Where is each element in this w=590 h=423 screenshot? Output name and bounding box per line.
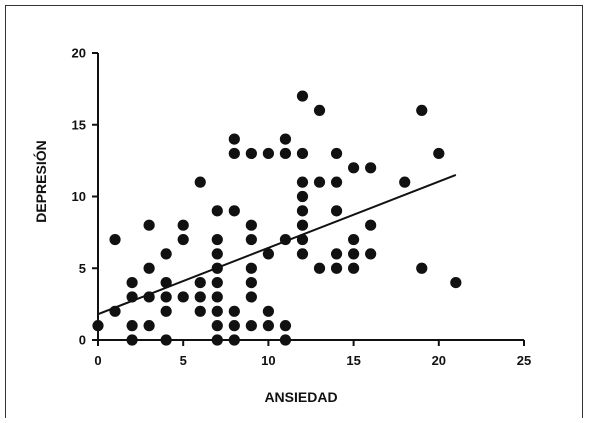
trend-line-group: [97, 174, 457, 316]
data-point: [177, 233, 189, 246]
data-point: [330, 205, 343, 217]
data-point: [296, 219, 309, 231]
data-point: [228, 305, 240, 317]
data-point: [160, 334, 172, 346]
data-point: [296, 248, 309, 260]
figure-frame: 0 5 10 15 20 25 0 5 10 15 20 ANSIEDAD DEPRESIÓN: [5, 5, 583, 418]
data-point: [296, 205, 309, 217]
axis-labels: 0 5 10 15 20 25 0 5 10 15 20 ANSIEDAD DEPRESIÓN: [32, 46, 531, 406]
data-point: [211, 320, 223, 332]
data-point: [296, 90, 309, 102]
data-point: [262, 147, 274, 160]
data-point: [433, 147, 445, 160]
x-tick-label: 25: [517, 353, 531, 368]
data-point: [450, 277, 462, 289]
data-point: [399, 176, 411, 188]
data-point: [211, 291, 223, 303]
data-point: [365, 248, 377, 260]
data-point: [279, 320, 292, 332]
data-point: [194, 291, 206, 303]
data-point: [330, 176, 343, 188]
trend-line: [97, 174, 457, 316]
data-point: [348, 233, 360, 246]
data-point: [126, 277, 138, 289]
data-point: [365, 219, 377, 231]
data-point: [143, 320, 155, 332]
data-point: [211, 205, 223, 217]
data-point: [348, 162, 360, 174]
data-point: [245, 219, 257, 231]
data-point: [245, 320, 257, 332]
data-point: [279, 133, 292, 145]
data-point: [177, 291, 189, 303]
data-point: [211, 305, 223, 317]
data-point: [416, 104, 428, 116]
data-point: [262, 248, 274, 260]
data-point: [228, 147, 240, 160]
data-point: [348, 262, 360, 274]
x-tick-label: 20: [432, 353, 446, 368]
data-point: [416, 262, 428, 274]
y-axis-title: DEPRESIÓN: [32, 140, 49, 222]
data-point: [194, 305, 206, 317]
data-point: [228, 133, 240, 145]
data-point: [245, 262, 257, 274]
data-point: [330, 248, 343, 260]
data-point: [194, 176, 206, 188]
data-point: [245, 277, 257, 289]
data-point: [348, 248, 360, 260]
data-point: [211, 233, 223, 246]
data-point: [228, 334, 240, 346]
data-point: [365, 162, 377, 174]
data-point: [228, 205, 240, 217]
data-point: [194, 277, 206, 289]
data-point: [330, 262, 343, 274]
data-point: [160, 277, 172, 289]
data-point: [211, 277, 223, 289]
scatter-chart: 0 5 10 15 20 25 0 5 10 15 20 ANSIEDAD DEPRESIÓN: [32, 46, 531, 406]
data-point: [109, 233, 121, 246]
data-point: [177, 219, 189, 231]
data-point: [245, 291, 257, 303]
data-point: [296, 190, 309, 203]
data-point: [126, 320, 138, 332]
y-tick-label: 20: [72, 46, 86, 61]
data-point: [160, 305, 172, 317]
x-tick-label: 10: [261, 353, 275, 368]
data-point: [296, 147, 309, 160]
data-point: [92, 320, 104, 332]
data-point: [313, 104, 326, 116]
data-point: [245, 147, 257, 160]
data-point: [143, 262, 155, 274]
data-point: [330, 147, 343, 160]
data-points: [92, 90, 462, 346]
data-point: [211, 334, 223, 346]
y-tick-label: 0: [79, 333, 86, 348]
x-axis-title: ANSIEDAD: [264, 389, 337, 405]
data-point: [211, 248, 223, 260]
x-tick-label: 5: [180, 353, 187, 368]
data-point: [143, 219, 155, 231]
data-point: [313, 176, 326, 188]
y-tick-label: 5: [79, 261, 86, 276]
y-tick-label: 15: [72, 117, 86, 132]
x-tick-label: 0: [94, 353, 101, 368]
data-point: [126, 334, 138, 346]
data-point: [262, 305, 274, 317]
data-point: [279, 334, 292, 346]
data-point: [313, 262, 326, 274]
y-tick-label: 10: [72, 189, 86, 204]
data-point: [262, 320, 274, 332]
data-point: [160, 248, 172, 260]
x-tick-label: 15: [346, 353, 360, 368]
data-point: [279, 147, 292, 160]
data-point: [228, 320, 240, 332]
data-point: [160, 291, 172, 303]
data-point: [245, 233, 257, 246]
data-point: [296, 176, 309, 188]
